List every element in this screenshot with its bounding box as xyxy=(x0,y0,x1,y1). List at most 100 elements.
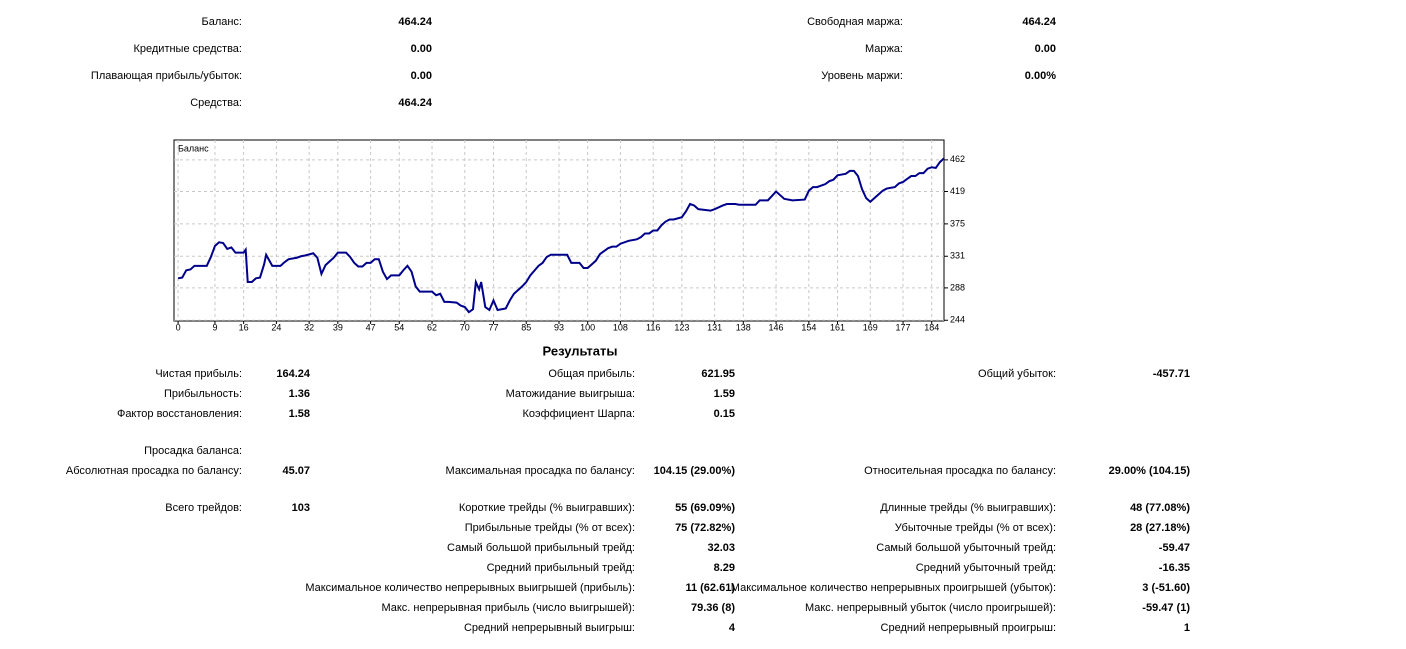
result-value: 11 (62.61) xyxy=(685,582,735,594)
x-tick-label: 116 xyxy=(646,322,660,332)
result-label: Всего трейдов: xyxy=(165,502,242,514)
account-value: 0.00 xyxy=(411,70,432,82)
x-tick-label: 16 xyxy=(239,322,249,332)
result-value: 1.58 xyxy=(289,408,310,420)
account-label: Средства: xyxy=(190,97,242,109)
account-label: Свободная маржа: xyxy=(807,16,903,28)
result-label: Прибыльные трейды (% от всех): xyxy=(465,522,635,534)
result-label: Максимальная просадка по балансу: xyxy=(446,465,635,477)
x-tick-label: 39 xyxy=(333,322,343,332)
result-value: 1.59 xyxy=(714,388,735,400)
account-label: Маржа: xyxy=(865,43,903,55)
result-value: 75 (72.82%) xyxy=(675,522,735,534)
account-value: 464.24 xyxy=(398,16,433,28)
result-value: 621.95 xyxy=(701,368,735,380)
result-label: Короткие трейды (% выигравших): xyxy=(459,502,635,514)
result-label: Просадка баланса: xyxy=(144,445,242,457)
result-value: 104.15 (29.00%) xyxy=(654,465,736,477)
result-value: 55 (69.09%) xyxy=(675,502,735,514)
account-label: Плавающая прибыль/убыток: xyxy=(91,70,242,82)
result-value: -16.35 xyxy=(1159,562,1190,574)
result-label: Фактор восстановления: xyxy=(117,408,242,420)
result-label: Прибыльность: xyxy=(164,388,242,400)
result-label: Самый большой убыточный трейд: xyxy=(876,542,1056,554)
y-tick-label: 419 xyxy=(950,186,965,196)
result-value: 45.07 xyxy=(282,465,310,477)
x-tick-label: 184 xyxy=(924,322,939,332)
x-tick-label: 85 xyxy=(521,322,531,332)
result-label: Средний прибыльный трейд: xyxy=(487,562,635,574)
result-label: Общий убыток: xyxy=(978,368,1056,380)
result-label: Максимальное количество непрерывных прои… xyxy=(731,582,1056,594)
x-tick-label: 108 xyxy=(613,322,628,332)
x-tick-label: 77 xyxy=(488,322,498,332)
y-tick-label: 462 xyxy=(950,154,965,164)
result-value: 79.36 (8) xyxy=(691,602,735,614)
result-label: Матожидание выигрыша: xyxy=(506,388,635,400)
result-value: -457.71 xyxy=(1153,368,1190,380)
account-label: Кредитные средства: xyxy=(133,43,242,55)
x-tick-label: 100 xyxy=(580,322,595,332)
y-tick-label: 244 xyxy=(950,315,965,325)
x-tick-label: 0 xyxy=(176,322,181,332)
x-tick-label: 32 xyxy=(304,322,314,332)
x-tick-label: 24 xyxy=(271,322,281,332)
account-value: 0.00 xyxy=(411,43,432,55)
y-tick-label: 288 xyxy=(950,282,965,292)
result-value: 48 (77.08%) xyxy=(1130,502,1190,514)
result-label: Чистая прибыль: xyxy=(155,368,242,380)
result-label: Средний непрерывный выигрыш: xyxy=(464,622,635,634)
x-tick-label: 62 xyxy=(427,322,437,332)
x-tick-label: 70 xyxy=(460,322,470,332)
x-tick-label: 9 xyxy=(212,322,217,332)
result-label: Абсолютная просадка по балансу: xyxy=(66,465,242,477)
account-value: 0.00% xyxy=(1025,70,1056,82)
result-value: 0.15 xyxy=(714,408,735,420)
x-tick-label: 177 xyxy=(896,322,911,332)
y-tick-label: 331 xyxy=(950,251,965,261)
result-value: 29.00% (104.15) xyxy=(1109,465,1191,477)
result-label: Макс. непрерывный убыток (число проигрыш… xyxy=(805,602,1056,614)
result-label: Средний непрерывный проигрыш: xyxy=(881,622,1056,634)
result-label: Относительная просадка по балансу: xyxy=(864,465,1056,477)
x-tick-label: 47 xyxy=(366,322,376,332)
balance-line xyxy=(177,157,945,314)
result-value: 1.36 xyxy=(289,388,310,400)
results-title: Результаты xyxy=(543,343,618,358)
result-label: Коэффициент Шарпа: xyxy=(522,408,635,420)
result-label: Максимальное количество непрерывных выиг… xyxy=(305,582,635,594)
x-tick-label: 54 xyxy=(394,322,404,332)
x-tick-label: 154 xyxy=(801,322,816,332)
x-tick-label: 146 xyxy=(769,322,784,332)
x-tick-label: 161 xyxy=(830,322,845,332)
account-value: 464.24 xyxy=(1022,16,1057,28)
y-tick-label: 375 xyxy=(950,218,965,228)
account-value: 464.24 xyxy=(398,97,433,109)
chart-title: Баланс xyxy=(178,143,209,153)
result-value: -59.47 (1) xyxy=(1142,602,1190,614)
account-label: Баланс: xyxy=(201,16,242,28)
x-tick-label: 131 xyxy=(707,322,722,332)
result-value: 8.29 xyxy=(714,562,735,574)
x-tick-label: 123 xyxy=(674,322,689,332)
x-tick-label: 138 xyxy=(736,322,751,332)
result-value: 103 xyxy=(292,502,310,514)
result-label: Средний убыточный трейд: xyxy=(916,562,1056,574)
x-tick-label: 169 xyxy=(863,322,878,332)
result-label: Самый большой прибыльный трейд: xyxy=(447,542,635,554)
x-tick-label: 93 xyxy=(554,322,564,332)
result-label: Общая прибыль: xyxy=(548,368,635,380)
result-value: 4 xyxy=(729,622,736,634)
result-value: 1 xyxy=(1184,622,1190,634)
result-value: 3 (-51.60) xyxy=(1142,582,1190,594)
result-value: -59.47 xyxy=(1159,542,1190,554)
account-label: Уровень маржи: xyxy=(821,70,903,82)
account-value: 0.00 xyxy=(1035,43,1056,55)
result-value: 32.03 xyxy=(707,542,735,554)
result-label: Длинные трейды (% выигравших): xyxy=(880,502,1056,514)
result-label: Убыточные трейды (% от всех): xyxy=(895,522,1056,534)
result-value: 164.24 xyxy=(276,368,311,380)
result-value: 28 (27.18%) xyxy=(1130,522,1190,534)
result-label: Макс. непрерывная прибыль (число выигрыш… xyxy=(381,602,635,614)
